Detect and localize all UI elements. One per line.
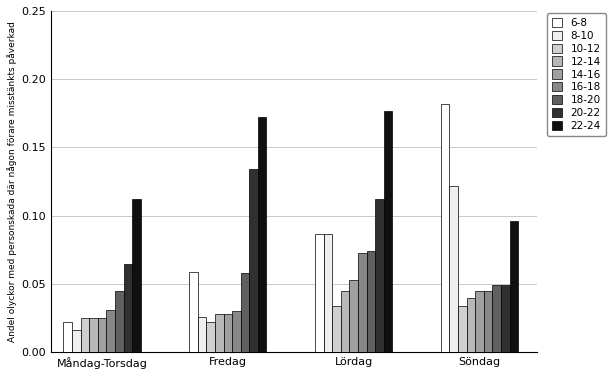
Bar [501,285,509,352]
Bar [89,318,98,352]
Bar [215,314,224,352]
Bar [315,233,324,352]
Bar [341,291,349,352]
Bar [449,186,458,352]
Bar [458,306,466,352]
Bar [332,306,341,352]
Bar [509,221,518,352]
Bar [466,298,475,352]
Legend: 6-8, 8-10, 10-12, 12-14, 14-16, 16-18, 18-20, 20-22, 22-24: 6-8, 8-10, 10-12, 12-14, 14-16, 16-18, 1… [547,13,606,136]
Bar [492,285,501,352]
Bar [81,318,89,352]
Bar [224,314,232,352]
Bar [64,322,72,352]
Bar [207,322,215,352]
Bar [123,264,132,352]
Bar [72,331,81,352]
Bar [189,272,198,352]
Bar [441,104,449,352]
Y-axis label: Andel olyckor med personskada där någon förare misstänkts påverkad: Andel olyckor med personskada där någon … [7,21,17,342]
Bar [349,280,358,352]
Bar [484,291,492,352]
Bar [475,291,484,352]
Bar [249,169,258,352]
Bar [106,310,115,352]
Bar [324,233,332,352]
Bar [258,117,267,352]
Bar [198,317,207,352]
Bar [241,273,249,352]
Bar [375,199,384,352]
Bar [384,111,392,352]
Bar [132,199,140,352]
Bar [115,291,123,352]
Bar [358,253,367,352]
Bar [98,318,106,352]
Bar [232,311,241,352]
Bar [367,251,375,352]
